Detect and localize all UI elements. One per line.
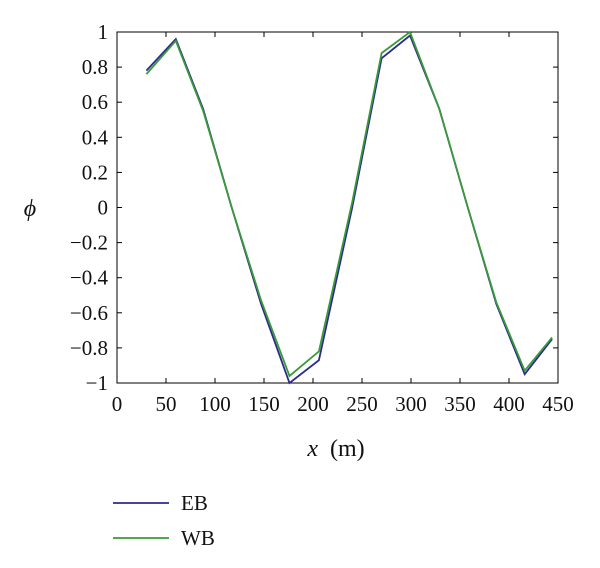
series-line-eb — [145, 34, 553, 385]
x-tick-label: 400 — [493, 392, 525, 416]
x-tick-label: 450 — [542, 392, 574, 416]
x-tick-label: 250 — [346, 392, 378, 416]
y-tick-label: −0.8 — [70, 336, 108, 360]
x-axis: 0 50 100 150 200 250 300 350 400 450 — [112, 32, 574, 416]
y-tick-label: 0.8 — [82, 55, 108, 79]
series-line-wb — [145, 30, 553, 378]
y-axis-label: ϕ — [24, 196, 36, 222]
plot-border — [116, 31, 559, 384]
series-lines — [145, 30, 553, 385]
y-tick-label: 0.2 — [82, 160, 108, 184]
y-tick-label: −0.2 — [70, 231, 108, 255]
y-tick-label: −1 — [86, 371, 108, 395]
x-tick-label: 200 — [297, 392, 329, 416]
legend: EB WB — [113, 491, 215, 550]
x-axis-label-unit: (m) — [330, 436, 365, 462]
plot-area — [116, 31, 559, 384]
y-tick-label: −0.6 — [70, 301, 108, 325]
x-axis-label-variable: x — [306, 436, 318, 462]
legend-label-wb: WB — [181, 526, 215, 550]
y-tick-label: 0.4 — [82, 125, 109, 149]
x-tick-label: 300 — [395, 392, 427, 416]
x-tick-label: 0 — [112, 392, 123, 416]
x-tick-label: 100 — [199, 392, 231, 416]
legend-label-eb: EB — [181, 491, 208, 515]
x-axis-label: x (m) — [306, 436, 364, 462]
x-tick-label: 50 — [156, 392, 177, 416]
y-tick-label: 0.6 — [82, 90, 108, 114]
y-tick-label: 1 — [98, 20, 109, 44]
y-tick-label: 0 — [98, 196, 109, 220]
x-tick-label: 150 — [248, 392, 280, 416]
y-axis: 1 0.8 0.6 0.4 0.2 0 −0.2 −0.4 −0.6 −0.8 −1 — [70, 20, 558, 395]
x-tick-label: 350 — [444, 392, 476, 416]
y-tick-label: −0.4 — [70, 266, 109, 290]
